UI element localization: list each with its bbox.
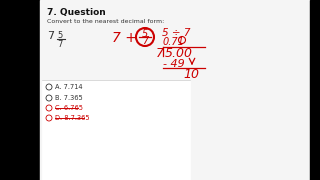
Text: C. 6.765: C. 6.765 <box>55 105 83 111</box>
Text: 0.71: 0.71 <box>163 37 185 47</box>
Text: 7: 7 <box>57 40 62 49</box>
Text: 5.00: 5.00 <box>165 47 193 60</box>
Bar <box>310 0 320 180</box>
Text: 7: 7 <box>142 35 148 46</box>
Text: 7 +: 7 + <box>112 31 137 45</box>
Text: B. 7.365: B. 7.365 <box>55 95 83 101</box>
Text: 5 ÷ 7: 5 ÷ 7 <box>162 28 190 38</box>
Text: 5: 5 <box>57 31 62 40</box>
Text: Convert to the nearest decimal form:: Convert to the nearest decimal form: <box>47 19 164 24</box>
Text: 7: 7 <box>47 31 54 41</box>
Bar <box>0 0 40 180</box>
Text: A. 7.714: A. 7.714 <box>55 84 83 90</box>
Text: 7: 7 <box>156 47 164 60</box>
Text: 7. Question: 7. Question <box>47 8 106 17</box>
Bar <box>40 0 320 180</box>
Bar <box>42 80 190 180</box>
Text: D. 8.7.365: D. 8.7.365 <box>55 115 90 121</box>
Text: 10: 10 <box>183 68 199 81</box>
Text: - 49: - 49 <box>163 59 185 69</box>
Text: 5: 5 <box>142 29 148 39</box>
